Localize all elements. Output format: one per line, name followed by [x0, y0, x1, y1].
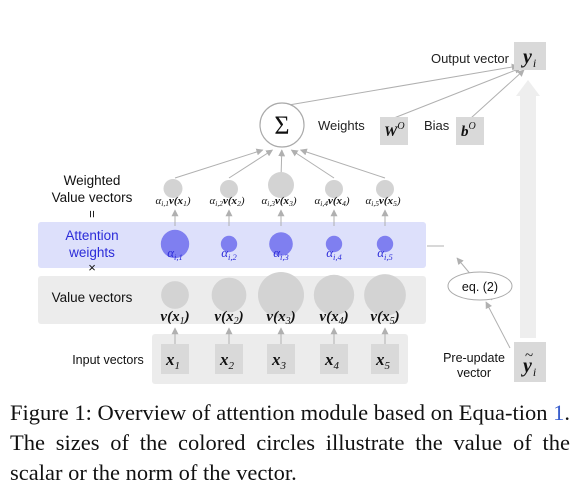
arrow-weighted-to-sum	[174, 148, 264, 179]
column-4: αi,4v(x4)αi,4v(x4)x4	[313, 180, 355, 374]
bias-symbol-box	[456, 117, 484, 145]
column-3: αi,3v(x3)αi,3v(x3)x3	[258, 172, 304, 374]
attention-weight-label: αi,3	[273, 245, 289, 262]
attention-weight-label: αi,1	[167, 245, 183, 262]
value-vector-label: v(x2)	[214, 309, 243, 327]
weight-symbol-box	[380, 117, 408, 145]
sum-node	[259, 102, 305, 148]
residual-arrow-head	[516, 80, 540, 96]
attention-weight-label: αi,4	[326, 245, 342, 262]
weighted-value-label: αi,1v(x1)	[156, 195, 191, 208]
bias-label: Bias	[424, 118, 450, 133]
weighted-circle	[376, 180, 394, 198]
value-vector-label: v(x5)	[370, 309, 399, 327]
input-symbol-box	[215, 344, 243, 374]
value-circle	[211, 277, 247, 313]
column-2: αi,2v(x2)αi,2v(x2)x2	[210, 180, 247, 374]
weighted-circle	[268, 172, 294, 198]
attention-circle	[376, 235, 394, 253]
weights-label: Weights	[318, 118, 365, 133]
input-vector-label: x4	[324, 350, 340, 372]
attention-circle	[220, 235, 238, 253]
weighted-value-label: αi,2v(x2)	[210, 195, 245, 208]
arrow-weighted-to-sum	[228, 149, 274, 179]
weighted-value-label: αi,4v(x4)	[315, 195, 350, 208]
value-circle	[364, 274, 406, 316]
input-symbol-box	[320, 344, 348, 374]
attention-module-diagram: Σ Output vector yi Weights WO Bias bO We…	[38, 42, 546, 384]
arrow-sum-to-output	[282, 63, 519, 107]
input-symbol-box	[161, 344, 189, 374]
arrow-bias-to-output	[470, 69, 525, 119]
input-vector-label: x3	[271, 350, 287, 372]
figure-caption: Figure 1: Overview of attention module b…	[10, 398, 570, 488]
columns: αi,1v(x1)αi,1v(x1)x1αi,2v(x2)αi,2v(x2)x2…	[156, 172, 406, 374]
output-symbol-box	[514, 42, 546, 70]
arrow-weighted-to-sum	[290, 149, 335, 179]
sum-symbol: Σ	[274, 111, 289, 140]
bias-symbol: bO	[461, 121, 476, 140]
caption-prefix: Figure 1: Overview of attention module b…	[10, 400, 554, 425]
weighted-value-label: αi,5v(x5)	[366, 195, 401, 208]
preupdate-symbol-box	[514, 342, 546, 382]
preupdate-symbol: yi	[521, 355, 536, 379]
preupdate-label-line1: Pre-update	[443, 351, 505, 365]
value-vectors-label: Value vectors	[52, 290, 133, 305]
value-vector-label: v(x4)	[319, 309, 348, 327]
eq-ref-label: eq. (2)	[462, 280, 498, 294]
arrow-weighted-to-sum	[299, 148, 386, 179]
attention-weight-label: αi,5	[377, 245, 393, 262]
input-vector-label: x1	[165, 350, 180, 372]
value-vector-label: v(x1)	[160, 309, 189, 327]
weighted-circle	[163, 179, 183, 198]
input-vectors-label: Input vectors	[72, 353, 144, 367]
attention-circle	[160, 229, 190, 259]
input-symbol-box	[371, 344, 399, 374]
attention-label-line2: weights	[68, 245, 115, 260]
weighted-circle	[325, 180, 343, 198]
value-circle	[313, 274, 355, 316]
weighted-label-line1: Weighted	[64, 173, 121, 188]
attention-circle	[325, 235, 343, 253]
arrow-weight-to-output	[393, 67, 522, 119]
arrows-weighted-to-sum	[174, 148, 386, 179]
output-vector-label: Output vector	[431, 51, 510, 66]
value-vector-label: v(x3)	[266, 309, 295, 327]
preupdate-accent: ~	[525, 348, 533, 364]
caption-suffix: . The sizes of the colored circles illus…	[10, 400, 570, 485]
input-vector-label: x5	[375, 350, 391, 372]
eq-node	[447, 271, 513, 301]
value-circle	[258, 272, 304, 318]
input-symbol-box	[267, 344, 295, 374]
times-sign: ×	[88, 260, 96, 275]
attention-circle	[269, 232, 293, 256]
output-symbol: yi	[521, 46, 536, 70]
attention-weight-label: αi,2	[221, 245, 237, 262]
column-1: αi,1v(x1)αi,1v(x1)x1	[156, 179, 191, 374]
equals-sign: =	[85, 210, 100, 218]
value-circle	[161, 281, 189, 309]
arrow-preupdate-to-eq	[485, 301, 511, 349]
weighted-label-line2: Value vectors	[52, 190, 133, 205]
weight-symbol: WO	[384, 121, 405, 140]
attention-label-line1: Attention	[65, 228, 118, 243]
weighted-value-label: αi,3v(x3)	[262, 195, 297, 208]
preupdate-label-line2: vector	[457, 366, 491, 380]
column-arrows	[171, 209, 389, 344]
column-5: αi,5v(x5)αi,5v(x5)x5	[364, 180, 406, 374]
input-vector-label: x2	[219, 350, 235, 372]
caption-equation-ref[interactable]: 1	[553, 400, 565, 425]
weighted-circle	[220, 180, 238, 198]
